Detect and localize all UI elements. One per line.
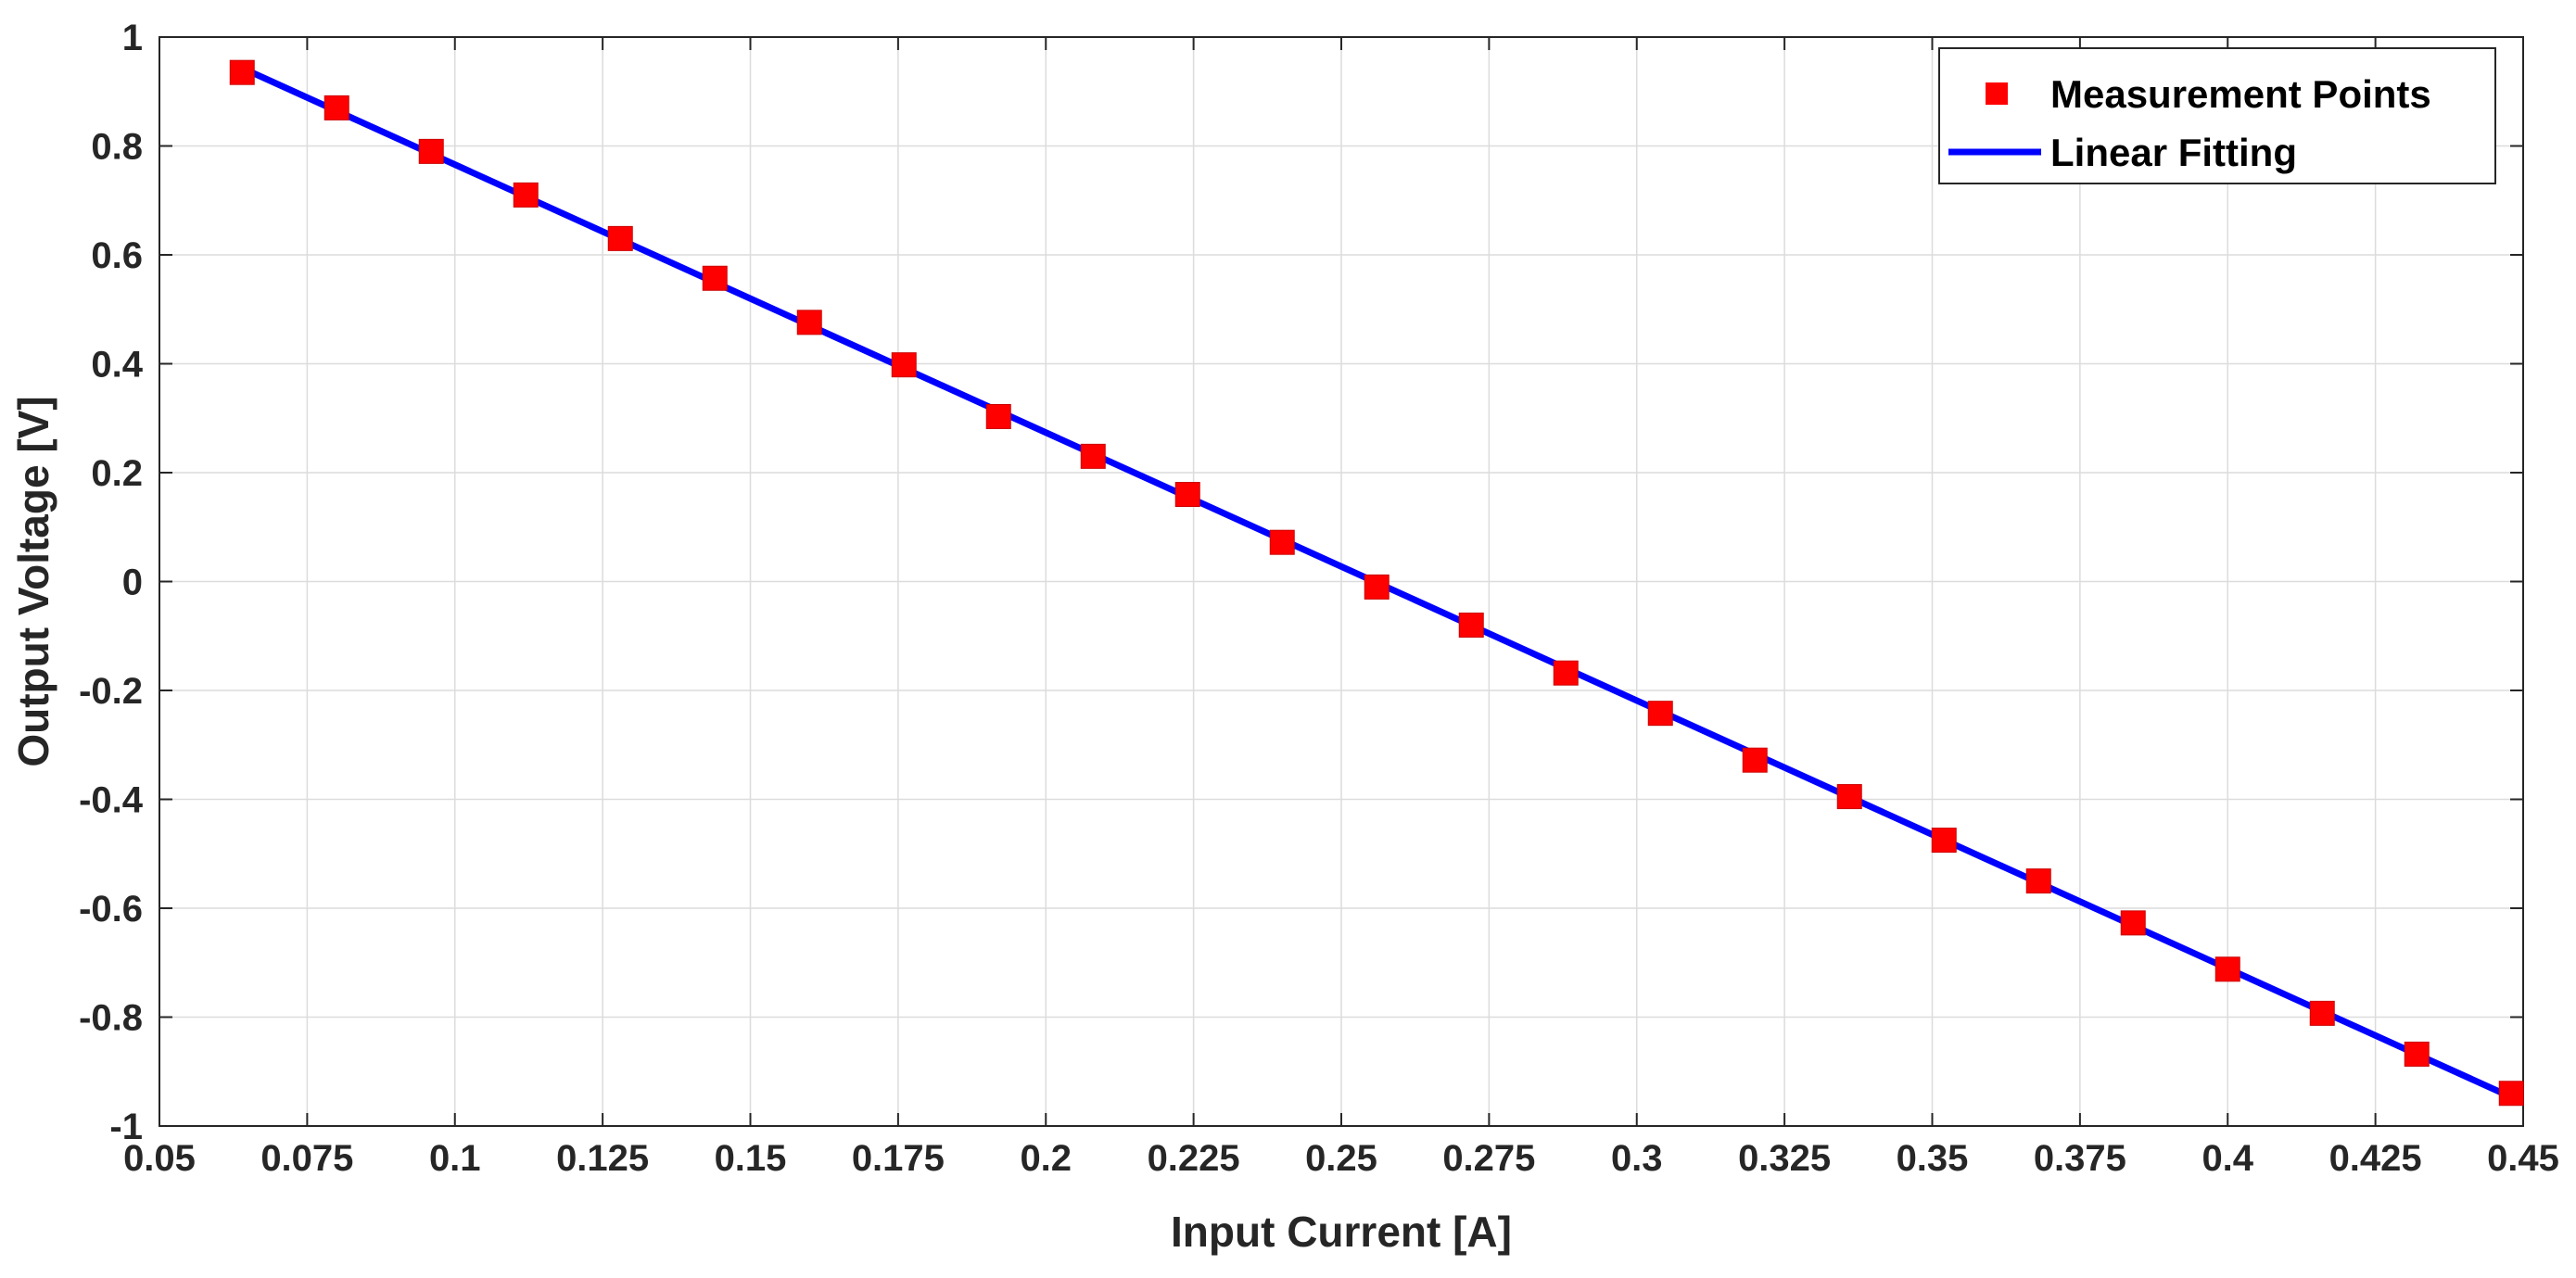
data-point [1647,701,1673,727]
data-point [1174,482,1200,507]
y-tick-label: -1 [109,1107,143,1147]
y-axis: 1 0.8 0.6 0.4 0.2 0 -0.2 -0.4 -0.6 -0.8 -1 [79,18,2523,1147]
legend-marker-square-icon [1986,82,2008,105]
legend-box [1938,47,2496,184]
x-tick-label: 0.45 [2487,1138,2559,1179]
y-tick-label: -0.8 [79,998,143,1039]
data-point [2309,1000,2335,1026]
data-point [513,182,539,208]
legend-entry-linear-fitting: Linear Fitting [2050,131,2297,174]
x-tick-label: 0.15 [715,1138,787,1179]
legend-entry-measurement-points: Measurement Points [2050,72,2431,116]
y-tick-label: -0.4 [79,780,144,821]
data-point [2214,956,2240,982]
x-tick-label: 0.35 [1897,1138,1969,1179]
x-axis-label: Input Current [A] [1171,1208,1512,1256]
x-tick-label: 0.175 [852,1138,945,1179]
x-tick-label: 0.3 [1611,1138,1663,1179]
x-tick-label: 0.075 [260,1138,353,1179]
data-point [1080,443,1106,469]
data-point [418,138,444,164]
legend: Measurement Points Linear Fitting [1938,47,2496,184]
data-point [1931,828,1957,854]
x-axis: 0.05 0.075 0.1 0.125 0.15 0.175 0.2 0.225 0.25 0.… [123,37,2559,1179]
y-tick-label: 0.8 [91,127,143,168]
data-point [702,265,728,291]
data-point [2498,1081,2524,1107]
x-tick-label: 0.125 [556,1138,649,1179]
data-point [796,310,822,335]
data-point [1553,660,1579,686]
data-point [1364,574,1390,600]
data-point [1269,529,1295,555]
data-point [2120,910,2146,936]
y-tick-label: 0.6 [91,235,143,276]
x-tick-label: 0.225 [1148,1138,1240,1179]
y-axis-label: Output Voltage [V] [9,396,57,766]
y-tick-label: 0 [122,563,143,603]
x-tick-label: 0.275 [1442,1138,1535,1179]
data-point [607,225,633,251]
x-tick-label: 0.425 [2329,1138,2422,1179]
data-point [2025,868,2051,894]
x-tick-label: 0.4 [2202,1138,2253,1179]
y-tick-label: 0.2 [91,453,143,494]
y-tick-label: -0.2 [79,671,143,712]
x-tick-label: 0.05 [123,1138,196,1179]
data-point [1458,613,1484,638]
data-point [1742,747,1768,773]
data-point [2404,1041,2430,1067]
x-tick-label: 0.1 [429,1138,481,1179]
y-tick-label: 0.4 [91,345,143,386]
data-point [324,95,349,120]
data-point [229,59,255,85]
x-tick-label: 0.2 [1020,1138,1072,1179]
x-tick-label: 0.325 [1738,1138,1831,1179]
data-point [1836,784,1862,810]
y-tick-label: 1 [122,18,143,58]
x-tick-label: 0.375 [2034,1138,2126,1179]
data-point [891,352,917,378]
x-tick-label: 0.25 [1305,1138,1377,1179]
data-point [985,403,1011,429]
y-tick-label: -0.6 [79,889,143,930]
series [229,59,2524,1107]
